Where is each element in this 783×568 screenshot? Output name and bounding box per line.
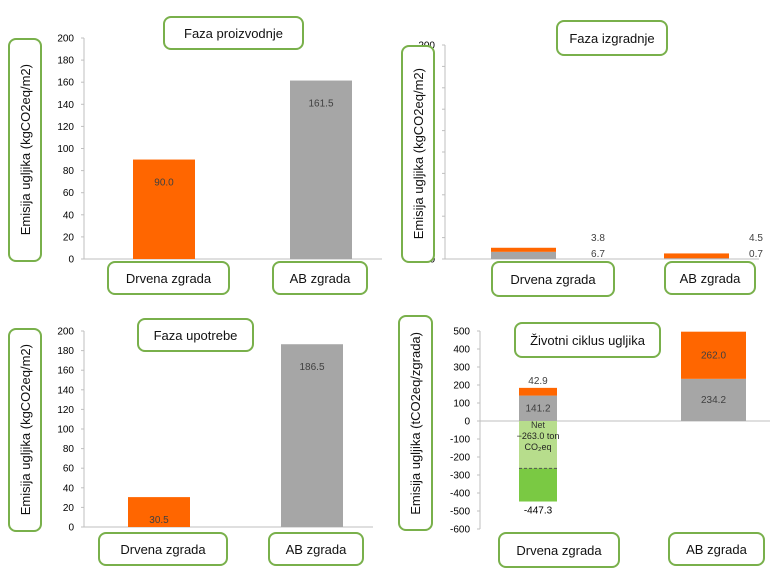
negative-value-label: -447.3 [524, 506, 553, 517]
y-tick-label: 200 [57, 34, 74, 45]
y-axis-title-box-text: Emisija ugljika (kgCO2eq/m2) [17, 64, 33, 236]
y-axis-title-box: Emisija ugljika (tCO2eq/zgrada) [398, 315, 433, 531]
y-tick-label: 140 [57, 100, 74, 111]
chart-title-box: Faza upotrebe [137, 318, 254, 352]
segment-label: 42.9 [528, 376, 548, 387]
segment-label: 234.2 [701, 395, 726, 406]
y-tick-label: -400 [450, 489, 470, 500]
y-axis-title-box-text: Emisija ugljika (tCO2eq/zgrada) [408, 331, 423, 515]
bar-drvena [133, 159, 195, 259]
category-label-box-ab: AB zgrada [268, 532, 364, 566]
y-tick-label: 160 [57, 78, 74, 89]
bar-value-label: 90.0 [154, 178, 174, 189]
y-tick-label: -300 [450, 471, 470, 482]
y-axis-title-box: Emisija ugljika (kgCO2eq/m2) [8, 38, 42, 262]
y-tick-label: -500 [450, 507, 470, 518]
y-tick-label: 300 [453, 363, 470, 374]
y-axis-title-box-text: Emisija ugljika (kgCO2eq/m2) [410, 68, 426, 240]
stack-segment-ab-orange [664, 253, 729, 259]
y-tick-label: 120 [57, 122, 74, 133]
y-tick-label: -100 [450, 435, 470, 446]
category-label-box-ab: AB zgrada [668, 532, 765, 566]
segment-label: 4.5 [749, 233, 763, 244]
net-label-line: Net [531, 420, 546, 430]
segment-label: 141.2 [525, 403, 550, 414]
chart-panel-4 [477, 330, 770, 530]
segment-label: 262.0 [701, 350, 726, 361]
y-tick-label: 40 [63, 483, 75, 494]
y-tick-label: 100 [453, 399, 470, 410]
segment-label: 3.8 [591, 233, 605, 244]
y-tick-label: 180 [57, 346, 74, 357]
y-tick-label: 400 [453, 345, 470, 356]
bar-ab [290, 80, 352, 259]
y-tick-label: 120 [57, 405, 74, 416]
stack-segment-drvena-orange [491, 247, 556, 252]
y-tick-label: 20 [63, 503, 75, 514]
y-tick-label: -600 [450, 525, 470, 536]
category-label-box-ab: AB zgrada [272, 261, 368, 295]
category-label-box-drvena: Drvena zgrada [107, 261, 230, 295]
chart-title-box: Faza izgradnje [556, 20, 668, 56]
y-tick-label: 140 [57, 385, 74, 396]
net-label-line: −263.0 ton [517, 431, 560, 441]
y-tick-label: 0 [464, 417, 470, 428]
category-label-box-drvena: Drvena zgrada [98, 532, 228, 566]
y-tick-label: 0 [68, 255, 74, 266]
y-tick-label: 0 [68, 523, 74, 534]
net-label-line: CO₂eq [524, 442, 551, 452]
bar-value-label: 30.5 [149, 515, 169, 526]
chart-panel-1 [81, 37, 382, 260]
bar-value-label: 161.5 [308, 99, 333, 110]
y-tick-label: 200 [453, 381, 470, 392]
stack-segment-ab-grey [681, 378, 746, 421]
y-tick-label: 60 [63, 188, 75, 199]
y-axis-title-box: Emisija ugljika (kgCO2eq/m2) [8, 328, 42, 532]
y-tick-label: 40 [63, 210, 75, 221]
y-tick-label: -200 [450, 453, 470, 464]
y-axis-title-box: Emisija ugljika (kgCO2eq/m2) [401, 45, 435, 263]
stack-segment-drvena-orange [519, 387, 557, 396]
bar-value-label: 186.5 [299, 362, 324, 373]
segment-label: 6.7 [591, 249, 605, 260]
chart-title-box: Faza proizvodnje [163, 16, 304, 50]
y-tick-label: 80 [63, 166, 75, 177]
segment-label: 0.7 [749, 249, 763, 260]
chart-title-box: Životni ciklus ugljika [514, 322, 661, 358]
stack-segment-ab-orange [681, 331, 746, 379]
category-label-box-ab: AB zgrada [664, 261, 756, 295]
y-axis-title-box-text: Emisija ugljika (kgCO2eq/m2) [17, 344, 33, 516]
stack-segment-drvena-grey [519, 395, 557, 421]
y-tick-label: 60 [63, 464, 75, 475]
y-tick-label: 80 [63, 444, 75, 455]
y-tick-label: 100 [57, 425, 74, 436]
chart-panel-2 [442, 44, 759, 260]
stack-segment-drvena-grey [491, 251, 556, 259]
y-tick-label: 500 [453, 327, 470, 338]
chart-panel-3 [81, 330, 373, 528]
net-band [519, 421, 557, 469]
y-tick-label: 180 [57, 56, 74, 67]
stack-segment-ab-grey [664, 258, 729, 259]
y-tick-label: 20 [63, 232, 75, 243]
bar-drvena [128, 497, 190, 527]
category-label-box-drvena: Drvena zgrada [498, 532, 620, 568]
y-tick-label: 160 [57, 366, 74, 377]
y-tick-label: 100 [57, 144, 74, 155]
y-tick-label: 200 [57, 327, 74, 338]
category-label-box-drvena: Drvena zgrada [491, 261, 615, 297]
bar-ab [281, 344, 343, 527]
